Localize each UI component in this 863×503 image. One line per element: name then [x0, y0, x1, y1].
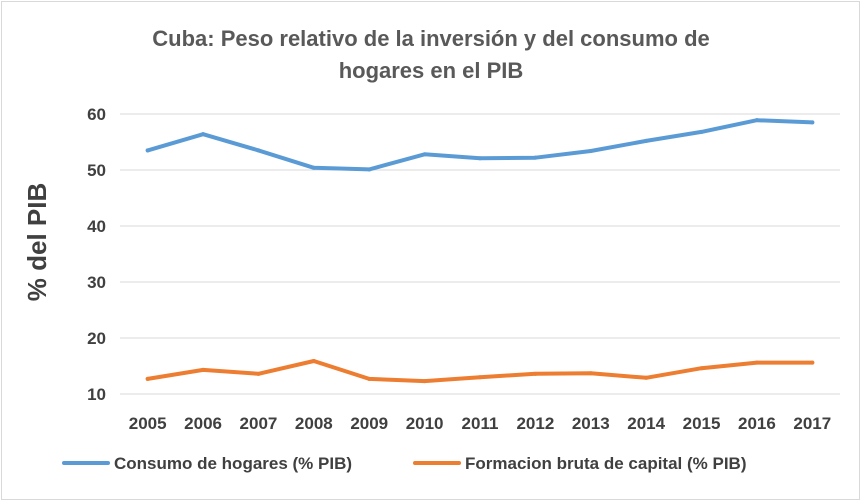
data-point — [588, 148, 593, 153]
data-point — [533, 155, 538, 160]
legend: Consumo de hogares (% PIB) Formacion brut… — [62, 454, 747, 473]
series-line-0 — [145, 118, 815, 172]
data-point — [145, 148, 150, 153]
data-point — [478, 156, 482, 161]
data-point — [754, 360, 759, 365]
data-point — [478, 375, 482, 380]
y-tick-label: 50 — [87, 161, 106, 180]
data-point — [201, 367, 206, 372]
legend-label-0: Consumo de hogares (% PIB) — [114, 454, 352, 473]
data-point — [311, 165, 316, 170]
data-point — [644, 375, 649, 380]
data-point — [311, 358, 316, 363]
x-tick-label: 2014 — [627, 414, 665, 433]
data-point — [201, 132, 206, 137]
x-tick-label: 2007 — [240, 414, 278, 433]
x-tick-label: 2005 — [129, 414, 167, 433]
chart-title-line-1: Cuba: Peso relativo de la inversión y de… — [152, 26, 710, 51]
data-point — [422, 152, 427, 157]
y-tick-label: 10 — [87, 385, 106, 404]
data-point — [422, 379, 427, 384]
data-point — [699, 366, 704, 371]
y-tick-label: 40 — [87, 217, 106, 236]
data-point — [754, 118, 759, 123]
y-tick-label: 30 — [87, 273, 106, 292]
y-axis-label: % del PIB — [22, 183, 52, 301]
x-tick-label: 2013 — [572, 414, 610, 433]
x-tick-label: 2016 — [738, 414, 776, 433]
x-tick-label: 2015 — [683, 414, 721, 433]
data-point — [699, 129, 704, 134]
x-tick-label: 2012 — [516, 414, 554, 433]
data-point — [367, 167, 372, 172]
data-point — [588, 371, 593, 376]
x-tick-label: 2008 — [295, 414, 333, 433]
x-tick-label: 2009 — [350, 414, 388, 433]
legend-label-1: Formacion bruta de capital (% PIB) — [465, 454, 747, 473]
data-point — [810, 360, 815, 365]
series-lines — [145, 118, 815, 384]
data-point — [533, 371, 538, 376]
y-axis-ticks: 10 20 30 40 50 60 — [87, 105, 106, 404]
y-tick-label: 20 — [87, 329, 106, 348]
chart-title-line-2: hogares en el PIB — [339, 58, 524, 83]
data-point — [256, 371, 261, 376]
data-point — [367, 376, 372, 381]
gridlines — [120, 113, 840, 395]
x-tick-label: 2011 — [462, 414, 499, 433]
data-point — [644, 138, 649, 143]
x-axis-ticks: 2005 2006 2007 2008 2009 2010 2011 2012 2013 2014… — [129, 414, 831, 433]
x-tick-label: 2006 — [184, 414, 222, 433]
x-tick-label: 2010 — [406, 414, 444, 433]
data-point — [256, 148, 261, 153]
y-tick-label: 60 — [87, 105, 106, 124]
data-point — [145, 376, 150, 381]
x-tick-label: 2017 — [793, 414, 831, 433]
data-point — [810, 120, 815, 125]
